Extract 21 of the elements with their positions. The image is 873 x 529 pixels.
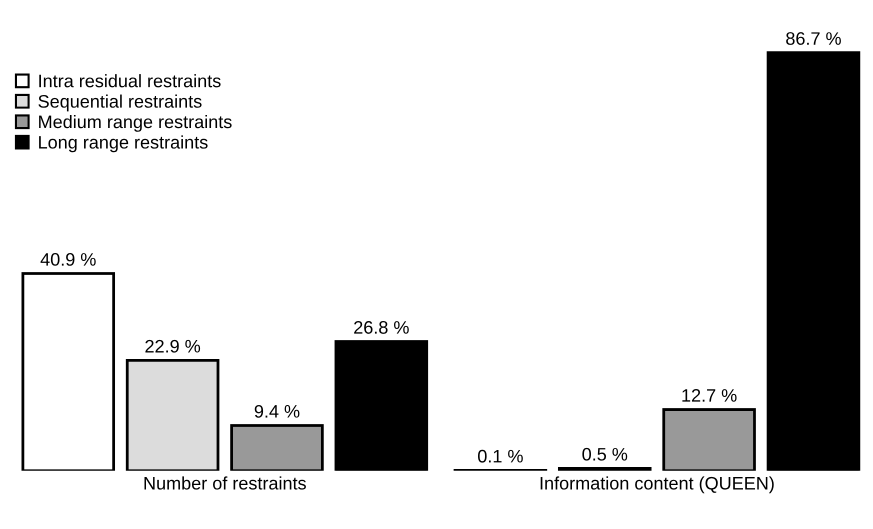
- data-label: 12.7 %: [682, 389, 737, 402]
- data-label: 0.5 %: [582, 448, 628, 461]
- legend-label: Long range restraints: [39, 135, 208, 152]
- bar: [766, 51, 860, 471]
- x-tick-label: Information content (QUEEN): [540, 476, 774, 494]
- bar: [126, 358, 220, 471]
- x-tick-label: Number of restraints: [144, 476, 306, 490]
- data-label: 22.9 %: [145, 340, 200, 353]
- legend-label: Intra residual restraints: [39, 74, 221, 88]
- data-label: 40.9 %: [40, 253, 96, 266]
- bar: [230, 424, 324, 471]
- bar: [662, 408, 756, 471]
- bar: [334, 340, 428, 471]
- legend-label: Sequential restraints: [38, 94, 202, 112]
- data-label: 86.7 %: [786, 32, 841, 45]
- legend-label: Medium range restraints: [39, 114, 232, 132]
- data-label: 9.4 %: [254, 404, 300, 418]
- data-label: 26.8 %: [354, 321, 409, 334]
- bar: [558, 467, 652, 471]
- bar: [21, 272, 116, 471]
- data-label: 0.1 %: [478, 450, 523, 463]
